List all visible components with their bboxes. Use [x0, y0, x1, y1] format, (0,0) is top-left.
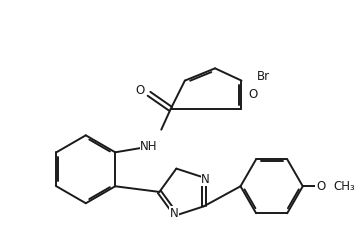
Text: NH: NH	[140, 140, 158, 153]
Text: Br: Br	[257, 70, 270, 83]
Text: N: N	[201, 173, 210, 186]
Text: O: O	[135, 84, 144, 96]
Text: O: O	[316, 180, 325, 193]
Text: O: O	[248, 88, 257, 101]
Text: CH₃: CH₃	[333, 180, 355, 193]
Text: N: N	[170, 207, 179, 220]
